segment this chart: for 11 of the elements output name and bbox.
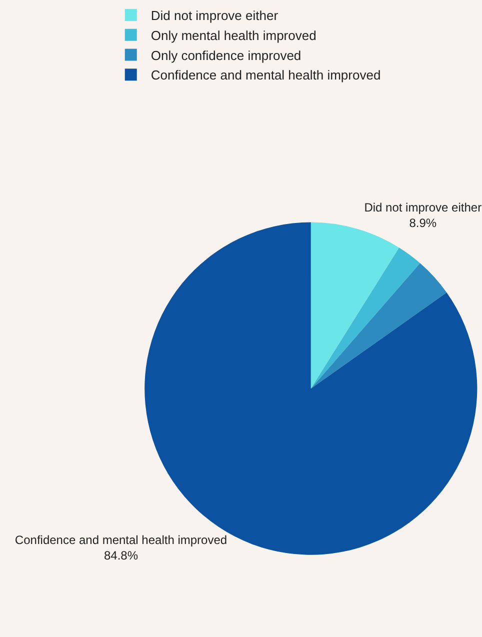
pie-slice — [310, 248, 420, 389]
pie-slice — [310, 222, 400, 389]
legend-label: Did not improve either — [150, 8, 279, 24]
slice-label: Confidence and mental health improved — [14, 533, 228, 548]
data-label: 84.8% — [104, 548, 138, 563]
legend-label: Only confidence improved — [150, 48, 302, 63]
legend-label: Confidence and mental health improved — [150, 68, 381, 83]
legend-label: Only mental health improved — [150, 28, 316, 43]
data-label: 8.9% — [409, 216, 437, 230]
pie-slice — [310, 263, 447, 389]
slice-label: Did not improve either — [364, 200, 482, 214]
